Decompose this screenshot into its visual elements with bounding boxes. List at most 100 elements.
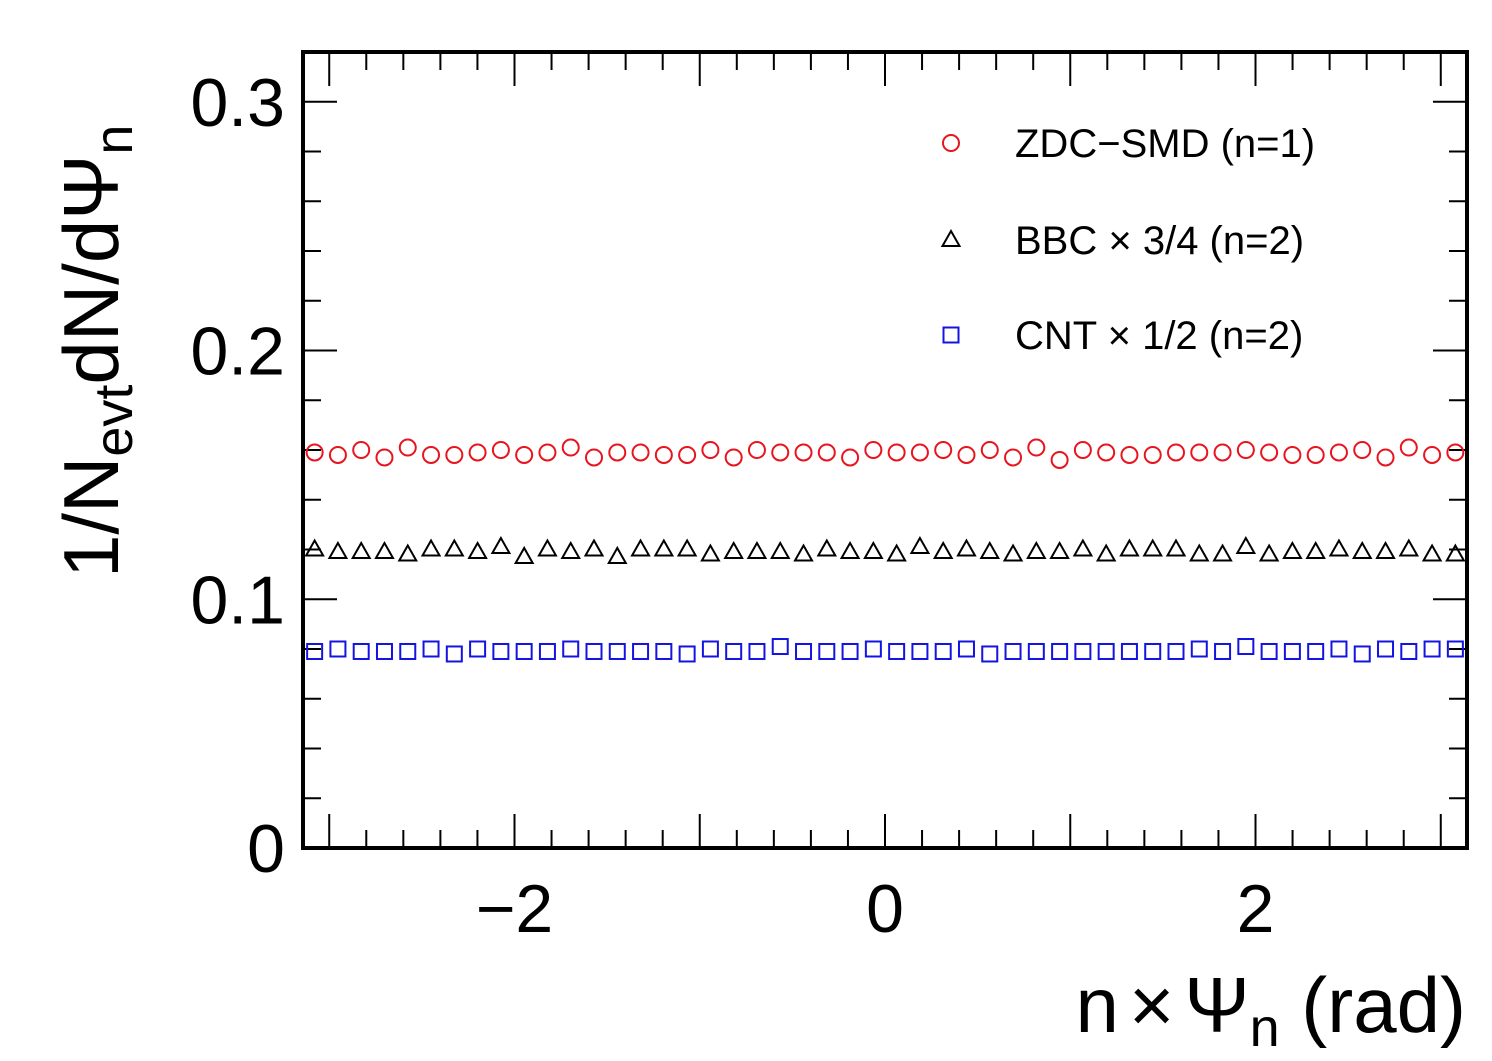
data-point [817, 443, 836, 462]
data-point [910, 443, 929, 462]
data-point [632, 642, 650, 660]
y-title-middle: dN/dΨ [47, 155, 135, 385]
data-point [1144, 642, 1162, 660]
data-point [701, 640, 719, 658]
data-point [655, 642, 673, 660]
y-tick-label: 0.1 [190, 562, 285, 638]
data-point [1073, 441, 1092, 459]
data-point [1352, 540, 1373, 559]
data-point [794, 443, 813, 462]
data-point [515, 445, 534, 464]
series-circle [305, 438, 1465, 469]
y-title-subscript-evt: evt [84, 385, 144, 457]
data-point [816, 538, 838, 557]
data-point [468, 443, 487, 462]
data-point [839, 540, 861, 559]
data-point [328, 445, 347, 464]
data-point [1307, 642, 1325, 660]
data-point [560, 540, 581, 559]
data-point [1026, 540, 1047, 559]
data-point [1445, 543, 1466, 562]
data-point [305, 443, 324, 462]
data-point [1051, 642, 1069, 660]
data-point [561, 438, 580, 457]
data-point [747, 441, 766, 459]
data-point [306, 642, 324, 660]
data-point [1328, 538, 1350, 557]
data-point [1143, 445, 1162, 464]
data-point [771, 443, 790, 462]
data-point [1097, 642, 1115, 660]
data-point [1236, 441, 1255, 459]
data-point [1423, 640, 1441, 658]
data-point [490, 535, 512, 555]
axis-ticks [303, 51, 1467, 849]
data-point [1049, 540, 1070, 559]
tick-labels: −2 0 2 0 0.1 0.2 0.3 [190, 65, 1274, 947]
x-title-subscript: n [1250, 998, 1280, 1058]
data-point [1002, 543, 1024, 562]
data-point [537, 538, 558, 557]
data-point [585, 642, 603, 660]
data-point [1095, 543, 1117, 562]
x-title-symbol: Ψ [1184, 961, 1249, 1049]
data-point [1119, 538, 1140, 557]
data-point [1237, 638, 1255, 656]
data-point [1190, 640, 1208, 658]
data-point [1212, 543, 1233, 562]
data-point [374, 540, 395, 559]
data-point [329, 640, 347, 658]
data-point [1072, 538, 1094, 557]
data-point [934, 642, 952, 660]
data-point [562, 640, 580, 658]
x-axis-title: n × Ψn (rad) [1075, 961, 1466, 1058]
data-point [1235, 535, 1257, 555]
legend-marker [942, 134, 960, 152]
data-point [492, 642, 510, 660]
data-point [631, 443, 650, 462]
data-point [1283, 642, 1301, 660]
data-point [957, 640, 975, 658]
data-point [771, 638, 789, 656]
data-point [1120, 642, 1138, 660]
data-point [676, 538, 698, 557]
data-point [630, 538, 651, 557]
legend-marker [942, 326, 960, 344]
x-tick-label: −2 [476, 871, 554, 947]
data-point [1421, 543, 1443, 562]
data-point [350, 540, 372, 559]
data-point [793, 543, 814, 562]
legend-entry: BBC × 3/4 (n=2) [1015, 219, 1304, 263]
y-tick-label: 0 [247, 811, 285, 887]
data-point [957, 445, 976, 464]
series-triangle [304, 535, 1466, 564]
legend: ZDC−SMD (n=1) BBC × 3/4 (n=2) CNT × 1/2 (n… [940, 122, 1315, 358]
data-point [1330, 640, 1348, 658]
data-point [1283, 445, 1302, 464]
data-point [956, 538, 977, 557]
data-point [467, 540, 488, 559]
data-point [538, 443, 557, 462]
data-point [1027, 438, 1046, 457]
data-point [1120, 445, 1139, 464]
data-point [653, 538, 675, 557]
data-point [1375, 540, 1396, 559]
data-point [979, 540, 1000, 559]
data-point [399, 642, 417, 660]
data-point [608, 642, 626, 660]
data-point [445, 645, 463, 663]
data-point [864, 441, 883, 459]
data-point [1050, 450, 1069, 469]
data-point [1399, 438, 1418, 457]
series-square [306, 638, 1464, 663]
data-point [1306, 445, 1325, 464]
data-point [678, 445, 697, 464]
data-point [980, 441, 999, 459]
data-point [1446, 443, 1465, 462]
data-point [654, 445, 673, 464]
data-point [748, 642, 766, 660]
data-point [445, 445, 464, 464]
data-point [1027, 642, 1045, 660]
data-point [583, 538, 605, 557]
x-title-suffix: (rad) [1280, 961, 1466, 1049]
